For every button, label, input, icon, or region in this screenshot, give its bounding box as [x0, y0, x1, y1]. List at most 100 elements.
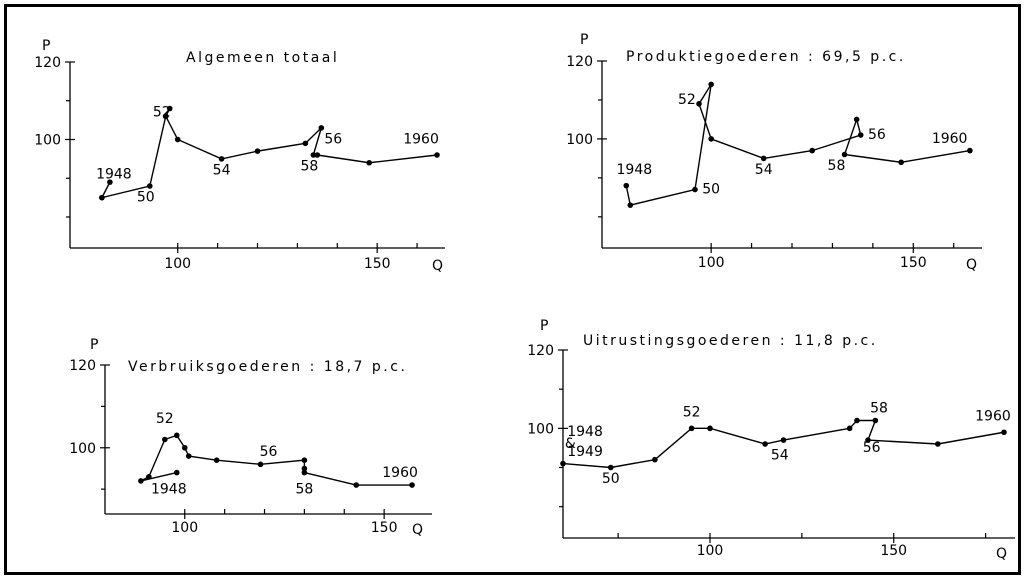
y-tick-label: 120	[34, 55, 61, 71]
point-label: &	[565, 436, 576, 452]
point-label: 1948	[96, 166, 132, 182]
chart-title: Uitrustingsgoederen : 11,8 p.c.	[583, 333, 878, 349]
y-tick-label: 120	[566, 54, 593, 70]
data-point	[707, 425, 713, 432]
data-point	[708, 136, 714, 142]
data-point	[760, 155, 767, 162]
data-point	[1001, 429, 1007, 436]
point-label: 56	[260, 444, 278, 460]
data-point	[302, 140, 309, 147]
point-label: 52	[678, 92, 696, 108]
data-point	[560, 460, 566, 467]
data-point	[708, 81, 714, 88]
data-point	[257, 461, 264, 468]
data-point	[162, 113, 169, 120]
y-tick-label: 100	[69, 441, 96, 457]
x-axis-label: Q	[412, 522, 423, 538]
chart-panel-2	[597, 60, 982, 253]
data-point	[434, 152, 440, 158]
point-label: 54	[755, 162, 773, 178]
point-label: 58	[295, 481, 313, 497]
point-label: 1960	[382, 465, 418, 481]
chart-panel-3	[100, 364, 432, 519]
data-point	[853, 116, 860, 123]
series-line	[100, 108, 438, 199]
point-label: 58	[828, 158, 846, 174]
data-point	[166, 105, 173, 112]
data-point	[935, 441, 941, 447]
point-label: 58	[300, 159, 318, 175]
x-tick-label: 100	[171, 520, 198, 536]
data-point	[898, 159, 904, 166]
data-point	[846, 425, 853, 432]
data-point	[623, 182, 630, 189]
data-point	[652, 456, 658, 463]
y-tick-label: 100	[527, 421, 554, 437]
data-point	[854, 417, 860, 424]
x-tick-label: 150	[880, 543, 907, 559]
data-point	[607, 464, 614, 471]
data-point	[181, 444, 188, 451]
data-point	[627, 202, 634, 208]
data-point	[173, 432, 180, 439]
x-tick-label: 100	[164, 256, 191, 272]
data-point	[809, 147, 816, 154]
chart-title: Algemeen totaal	[186, 50, 339, 66]
data-point	[174, 136, 181, 143]
data-point	[310, 152, 317, 158]
point-label: 1960	[403, 131, 439, 147]
x-axis-label: Q	[966, 257, 977, 273]
chart-title: Produktiegoederen : 69,5 p.c.	[626, 49, 906, 65]
point-label: 1960	[975, 409, 1011, 425]
data-point	[318, 125, 325, 131]
data-point	[107, 179, 113, 185]
point-label: 1948	[567, 424, 603, 440]
x-tick-label: 100	[697, 543, 724, 559]
data-point	[696, 101, 702, 107]
x-tick-label: 150	[371, 520, 398, 536]
point-label: 52	[153, 104, 171, 120]
data-point	[301, 457, 308, 463]
point-label: 54	[213, 162, 231, 178]
data-point	[218, 156, 225, 162]
x-tick-label: 150	[900, 255, 927, 271]
y-axis-label: P	[90, 337, 98, 353]
data-point	[146, 473, 152, 480]
data-point	[213, 457, 220, 463]
data-point	[366, 159, 373, 166]
point-label: 56	[868, 127, 886, 143]
data-point	[146, 183, 153, 189]
x-axis-label: Q	[432, 258, 443, 274]
figure-frame	[4, 4, 1021, 575]
chart-panel-1	[65, 61, 445, 253]
data-point	[162, 436, 168, 443]
point-label: 56	[324, 131, 342, 147]
data-point	[762, 441, 768, 447]
data-point	[780, 437, 787, 443]
point-label: 50	[137, 190, 155, 206]
y-tick-label: 100	[566, 132, 593, 148]
point-label: 52	[156, 411, 174, 427]
data-point	[688, 425, 695, 432]
data-point	[967, 147, 973, 154]
point-label: 54	[771, 448, 789, 464]
point-label: 52	[683, 405, 701, 421]
data-point	[353, 482, 360, 488]
point-label: 50	[702, 181, 720, 197]
x-axis-label: Q	[996, 546, 1007, 562]
chart-panel-4	[558, 349, 1015, 543]
y-axis-label: P	[42, 38, 50, 54]
point-label: 1948	[617, 162, 653, 178]
data-point	[138, 478, 144, 484]
data-point	[409, 482, 415, 488]
x-tick-label: 100	[698, 255, 725, 271]
series-line	[140, 434, 413, 486]
point-label: 1949	[567, 444, 603, 460]
data-point	[314, 152, 321, 158]
data-point	[99, 194, 105, 201]
point-label: 1960	[932, 131, 968, 147]
y-tick-label: 120	[527, 343, 554, 359]
point-label: 1948	[151, 481, 187, 497]
data-point	[692, 186, 698, 193]
data-point	[857, 132, 864, 138]
